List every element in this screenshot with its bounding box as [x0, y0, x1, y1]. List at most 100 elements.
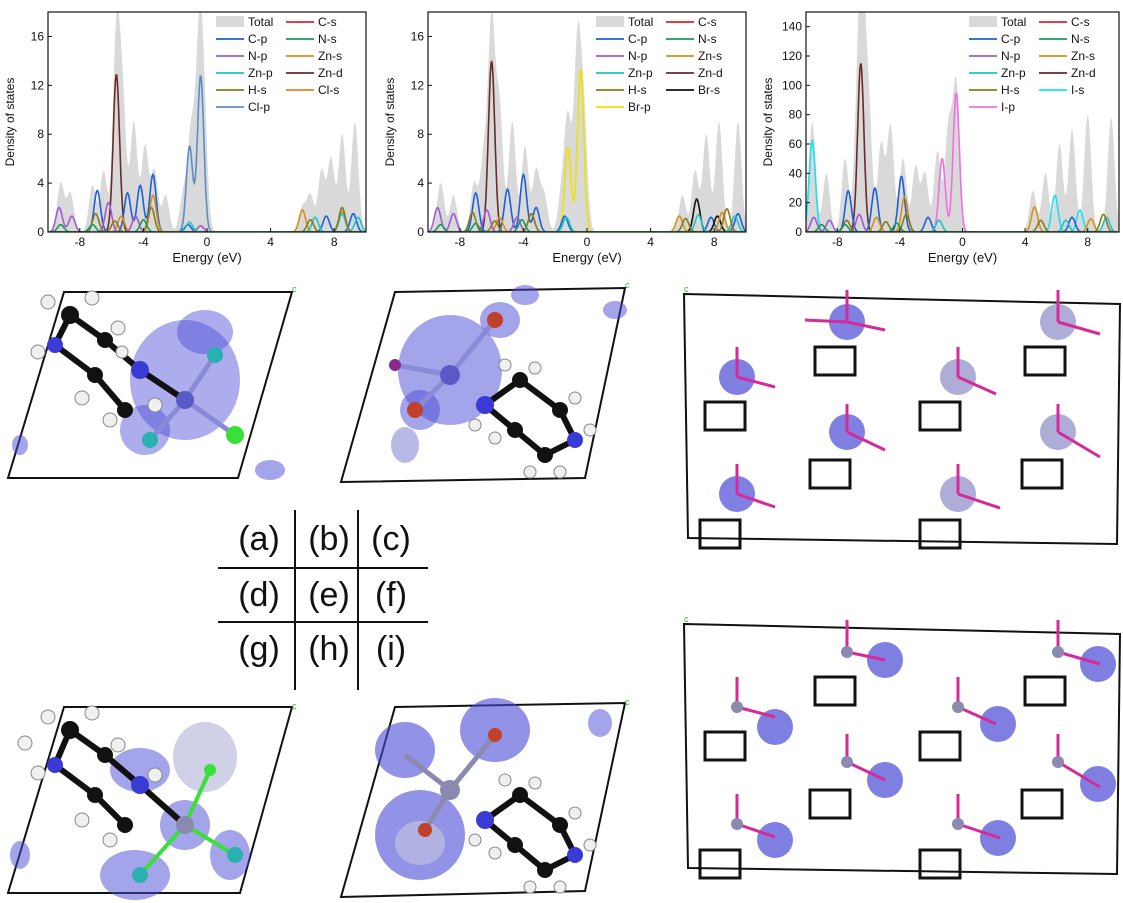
- x-tick-label: 0: [584, 235, 591, 249]
- y-tick-label: 0: [37, 225, 44, 239]
- x-tick-label: -8: [454, 235, 465, 249]
- carbon-atom: [87, 367, 103, 383]
- dos-chart-b: -8 -4 0 4 8 0 4 8 12 16 Energy (eV) Density of stat…: [383, 11, 747, 265]
- legend-label: Br-p: [628, 100, 651, 114]
- x-tick-label: 4: [647, 235, 654, 249]
- charge-density-isosurface: [511, 285, 539, 305]
- carbon-atom: [537, 447, 553, 463]
- nitrogen-atom: [131, 776, 149, 794]
- y-tick-label: 140: [782, 20, 802, 34]
- legend-label: Zn-d: [1071, 66, 1096, 80]
- legend-label: Zn-p: [248, 66, 273, 80]
- nitrogen-atom: [567, 432, 583, 448]
- cell-axis-label: c: [292, 701, 297, 711]
- series-zn-p-line: [48, 213, 366, 232]
- y-tick-label: 40: [789, 166, 803, 180]
- zinc-atoms: [731, 646, 1064, 830]
- halide-atom: [142, 432, 158, 448]
- series-n-p-line: [428, 206, 746, 232]
- carbon-atom: [512, 787, 528, 803]
- halide-atom: [389, 359, 401, 371]
- iodide-bonds: [735, 290, 1101, 510]
- cell-axis-label: c: [684, 284, 689, 294]
- series-n-s-line: [428, 219, 746, 232]
- charge-density-isosurface: [395, 821, 445, 865]
- x-tick-label: -4: [518, 235, 529, 249]
- series-h-s-line: [48, 206, 366, 232]
- charge-density-isosurface: [173, 722, 237, 792]
- structure-panel-h: c: [339, 697, 630, 899]
- series-c-p-line: [48, 172, 366, 232]
- plot-area: [428, 12, 746, 232]
- legend-label: C-p: [248, 32, 268, 46]
- legend: Total C-s C-p N-s N-p Zn-s Zn-p Zn-d H-s Br-s Br-p: [596, 15, 723, 114]
- series-br-p-line: [428, 69, 746, 232]
- legend-label: Br-s: [698, 83, 720, 97]
- legend-label: C-s: [698, 15, 717, 29]
- series-zn-p-line: [806, 216, 1119, 232]
- legend-label: C-s: [318, 15, 337, 29]
- y-tick-label: 0: [795, 225, 802, 239]
- y-tick-label: 100: [782, 78, 802, 92]
- table-cell-h: (h): [308, 630, 350, 668]
- unit-cell-outline: [682, 292, 1122, 546]
- legend-label: Cl-p: [248, 100, 270, 114]
- legend-label: Zn-s: [318, 49, 342, 63]
- zinc-atom: [440, 780, 460, 800]
- series-total-area: [48, 12, 366, 232]
- legend-label: N-s: [318, 32, 337, 46]
- x-tick-label: -8: [74, 235, 85, 249]
- x-tick-label: 4: [1022, 235, 1029, 249]
- unit-cell-outline: [339, 286, 627, 484]
- y-tick-label: 4: [37, 176, 44, 190]
- table-cell-f: (f): [374, 576, 408, 614]
- series-h-s-line: [428, 207, 746, 232]
- halide-atom: [407, 402, 423, 418]
- y-tick-label: 16: [31, 29, 45, 43]
- hydrogen-atoms: [17, 705, 163, 848]
- series-total-area: [428, 12, 746, 232]
- legend-label: Zn-d: [698, 66, 723, 80]
- organic-cations: [698, 345, 1067, 550]
- halide-atom: [488, 728, 502, 742]
- carbon-atom: [117, 402, 133, 418]
- y-tick-label: 8: [417, 127, 424, 141]
- table-cell-c: (c): [371, 520, 411, 558]
- charge-density-isosurface: [588, 709, 612, 737]
- carbon-atom: [512, 372, 528, 388]
- carbon-atom: [507, 837, 523, 853]
- series-zn-d-line: [806, 63, 1119, 232]
- x-tick-label: 8: [1084, 235, 1091, 249]
- isosurface-group: [757, 642, 1116, 858]
- legend-label: Zn-d: [318, 66, 343, 80]
- panel-label-table: (a) (b) (c) (d) (e) (f) (g) (h) (i): [218, 510, 428, 690]
- series-n-p-line: [806, 213, 1119, 232]
- cell-axis-label: c: [292, 284, 297, 294]
- legend-label: I-p: [1001, 100, 1015, 114]
- legend-label: Zn-p: [1001, 66, 1026, 80]
- legend-label: Zn-s: [1071, 49, 1095, 63]
- carbon-atom: [552, 817, 568, 833]
- charge-density-isosurface: [255, 460, 285, 480]
- table-cell-d: (d): [238, 576, 280, 614]
- y-axis-label: Density of states: [383, 78, 397, 167]
- structure-panel-d: c: [6, 284, 297, 480]
- legend-label: N-s: [1071, 32, 1090, 46]
- structure-panel-g: c: [6, 701, 297, 900]
- nitrogen-atom: [47, 757, 63, 773]
- halide-atom: [418, 823, 432, 837]
- y-tick-label: 12: [411, 78, 425, 92]
- y-axis-label: Density of states: [3, 78, 17, 167]
- charge-density-isosurface: [177, 310, 233, 354]
- table-cell-b: (b): [308, 520, 350, 558]
- x-axis-label: Energy (eV): [928, 250, 997, 265]
- legend-label: Total: [248, 15, 273, 29]
- y-tick-label: 16: [411, 29, 425, 43]
- charge-density-isosurface: [391, 427, 419, 463]
- series-i-p-line: [806, 92, 1119, 232]
- y-tick-label: 4: [417, 176, 424, 190]
- halide-atom: [487, 312, 503, 328]
- carbon-atom: [61, 306, 79, 324]
- x-tick-label: -4: [138, 235, 149, 249]
